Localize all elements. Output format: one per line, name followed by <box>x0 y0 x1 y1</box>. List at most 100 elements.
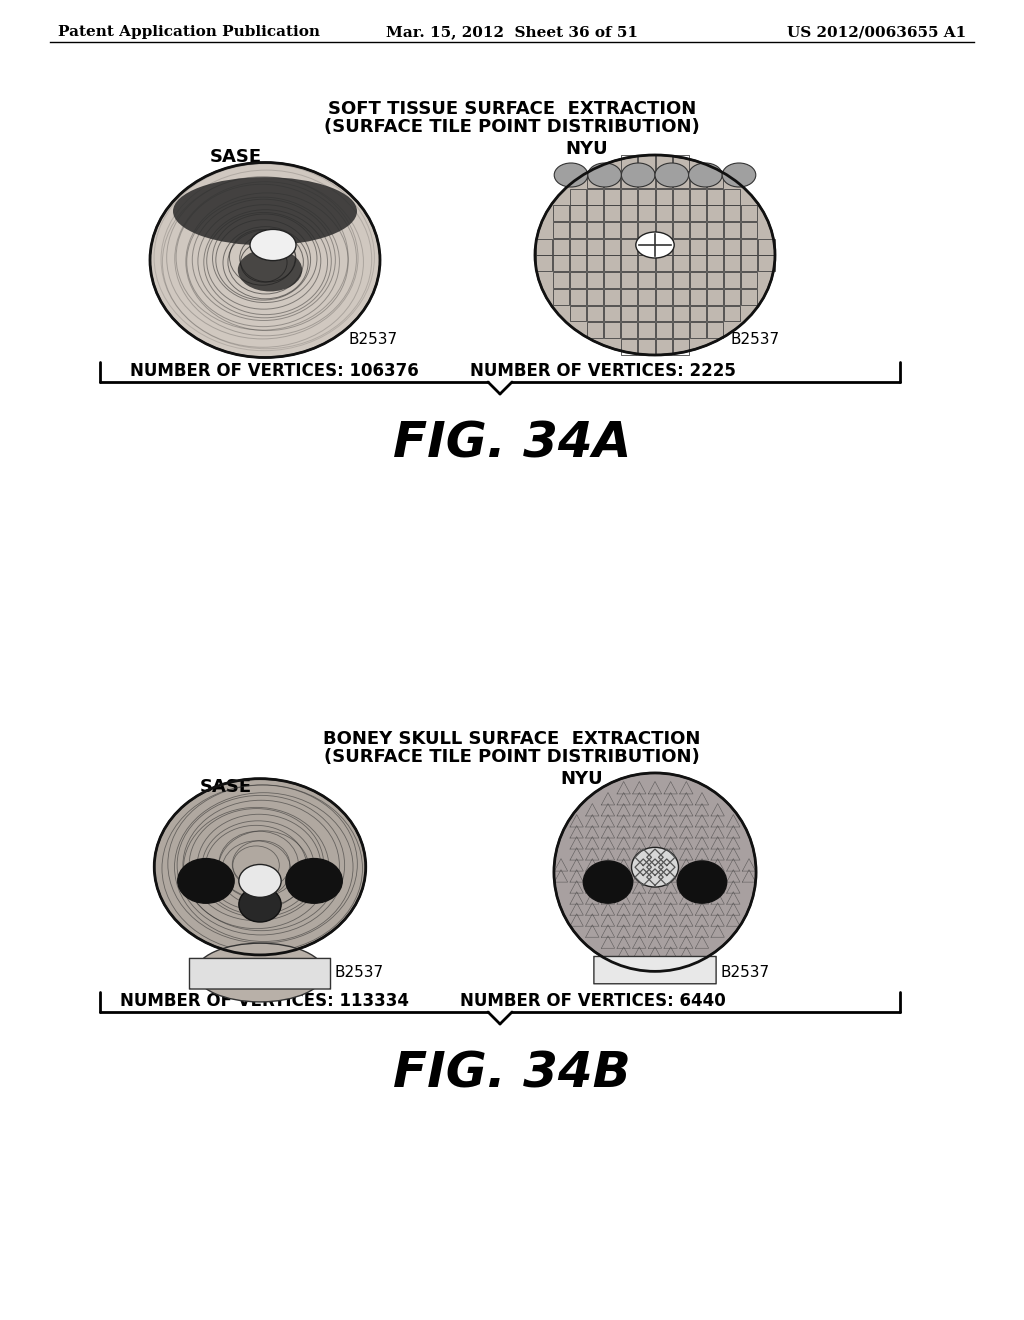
Bar <box>569 222 586 238</box>
Bar <box>604 322 621 338</box>
Ellipse shape <box>250 230 296 260</box>
Bar <box>604 272 621 288</box>
Text: B2537: B2537 <box>335 965 384 979</box>
Bar <box>690 322 706 338</box>
Bar <box>673 272 689 288</box>
Ellipse shape <box>238 248 302 292</box>
Bar <box>724 256 740 271</box>
Bar <box>622 156 637 172</box>
Bar <box>707 206 723 222</box>
Text: BONEY SKULL SURFACE  EXTRACTION: BONEY SKULL SURFACE EXTRACTION <box>324 730 700 748</box>
Text: NUMBER OF VERTICES: 113334: NUMBER OF VERTICES: 113334 <box>120 993 409 1010</box>
Bar <box>655 206 672 222</box>
Ellipse shape <box>722 162 756 187</box>
Ellipse shape <box>286 858 342 903</box>
Bar <box>724 189 740 205</box>
Text: NYU: NYU <box>565 140 607 158</box>
Bar <box>655 189 672 205</box>
Bar <box>724 289 740 305</box>
Bar <box>638 189 654 205</box>
Bar <box>604 189 621 205</box>
Bar <box>655 322 672 338</box>
Ellipse shape <box>636 232 674 257</box>
Bar <box>536 256 552 271</box>
Bar <box>569 305 586 321</box>
Bar <box>569 239 586 255</box>
Bar <box>604 305 621 321</box>
Text: Patent Application Publication: Patent Application Publication <box>58 25 319 40</box>
Bar <box>587 222 603 238</box>
Bar <box>707 239 723 255</box>
Bar <box>690 239 706 255</box>
Bar <box>622 222 637 238</box>
FancyBboxPatch shape <box>189 958 331 989</box>
Bar <box>707 272 723 288</box>
Bar <box>724 206 740 222</box>
Bar <box>569 206 586 222</box>
Bar <box>536 239 552 255</box>
Text: SASE: SASE <box>210 148 262 166</box>
Bar <box>707 172 723 187</box>
Bar <box>724 222 740 238</box>
Ellipse shape <box>554 774 756 972</box>
Bar <box>707 305 723 321</box>
Bar <box>587 305 603 321</box>
Bar <box>587 272 603 288</box>
Bar <box>690 305 706 321</box>
Text: US 2012/0063655 A1: US 2012/0063655 A1 <box>786 25 966 40</box>
Bar <box>604 206 621 222</box>
Bar <box>724 272 740 288</box>
Ellipse shape <box>688 162 722 187</box>
Bar <box>553 272 568 288</box>
Bar <box>622 305 637 321</box>
Bar <box>622 339 637 355</box>
Bar <box>622 322 637 338</box>
Bar <box>587 239 603 255</box>
Bar <box>741 239 758 255</box>
Ellipse shape <box>584 861 633 903</box>
Bar <box>587 289 603 305</box>
Bar <box>673 339 689 355</box>
Bar <box>553 256 568 271</box>
Bar <box>604 172 621 187</box>
Bar <box>604 289 621 305</box>
Ellipse shape <box>150 162 380 358</box>
Bar <box>655 289 672 305</box>
Bar <box>690 172 706 187</box>
Bar <box>638 305 654 321</box>
Text: FIG. 34B: FIG. 34B <box>393 1049 631 1098</box>
Bar <box>553 222 568 238</box>
Bar <box>707 289 723 305</box>
Bar <box>741 206 758 222</box>
Text: Mar. 15, 2012  Sheet 36 of 51: Mar. 15, 2012 Sheet 36 of 51 <box>386 25 638 40</box>
Bar <box>553 206 568 222</box>
Bar <box>673 156 689 172</box>
Ellipse shape <box>155 779 366 954</box>
Bar <box>638 222 654 238</box>
Bar <box>707 222 723 238</box>
Bar <box>673 222 689 238</box>
Ellipse shape <box>196 944 325 1002</box>
Bar <box>673 206 689 222</box>
Bar <box>622 256 637 271</box>
Bar <box>638 289 654 305</box>
Bar <box>741 256 758 271</box>
Bar <box>553 289 568 305</box>
Bar <box>707 322 723 338</box>
Bar <box>622 172 637 187</box>
Text: FIG. 34A: FIG. 34A <box>393 420 631 469</box>
Bar <box>741 272 758 288</box>
Text: SASE: SASE <box>200 777 252 796</box>
Ellipse shape <box>239 887 282 923</box>
Text: SOFT TISSUE SURFACE  EXTRACTION: SOFT TISSUE SURFACE EXTRACTION <box>328 100 696 117</box>
Bar <box>587 189 603 205</box>
Bar <box>724 305 740 321</box>
Bar <box>622 289 637 305</box>
Text: NUMBER OF VERTICES: 6440: NUMBER OF VERTICES: 6440 <box>460 993 726 1010</box>
Bar <box>638 156 654 172</box>
Bar <box>655 272 672 288</box>
Bar <box>604 239 621 255</box>
Bar <box>638 272 654 288</box>
Bar <box>638 322 654 338</box>
Bar <box>638 172 654 187</box>
